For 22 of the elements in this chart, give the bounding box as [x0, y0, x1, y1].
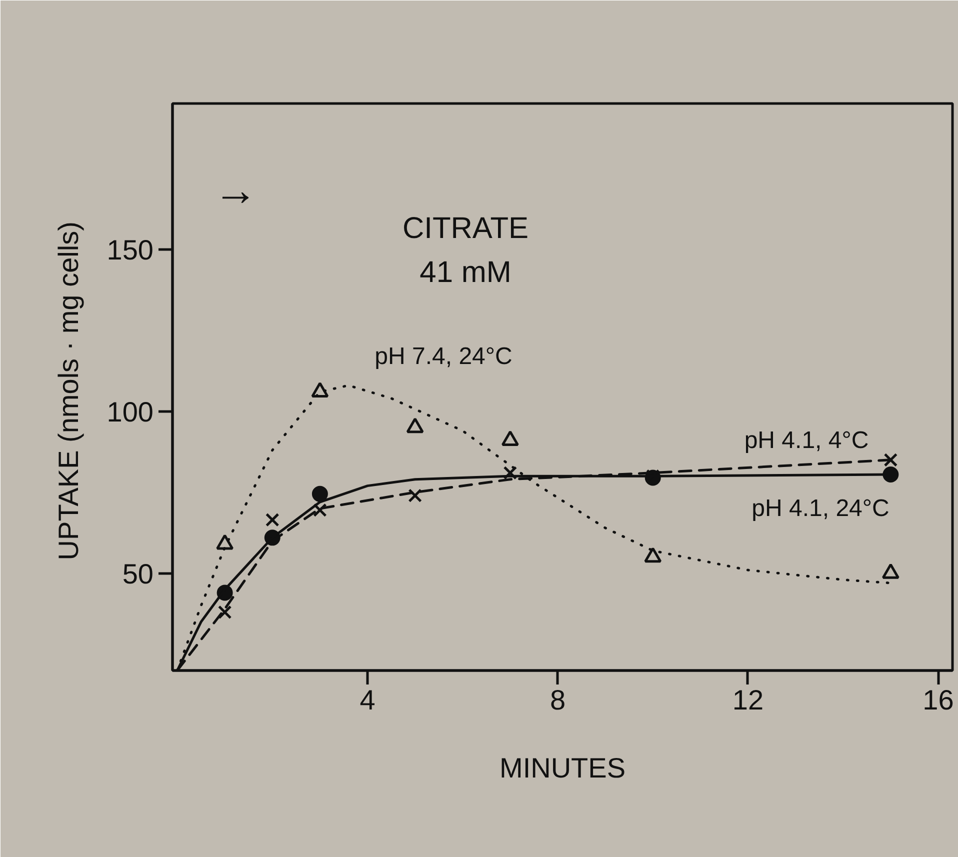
annotation: pH 7.4, 24°C	[374, 343, 512, 370]
point	[884, 452, 898, 467]
y-tick-label: 100	[106, 396, 154, 428]
y-tick-label: 50	[122, 558, 154, 590]
annotation: pH 4.1, 24°C	[752, 495, 890, 522]
point	[313, 503, 327, 518]
x-tick-label: 16	[922, 684, 954, 716]
point	[218, 605, 232, 620]
text: CITRATE	[402, 212, 529, 245]
x-axis-title: MINUTES	[500, 752, 626, 784]
text: 41 mM	[420, 256, 512, 289]
annotation: →	[214, 166, 258, 215]
point	[408, 488, 422, 502]
point	[265, 512, 280, 527]
y-axis-title: UPTAKE (nmols · mg cells)	[52, 222, 84, 560]
x-tick-label: 8	[550, 684, 566, 716]
point	[312, 486, 328, 502]
point	[503, 466, 518, 480]
x-tick-label: 12	[732, 684, 764, 716]
annotation: pH 4.1, 4°C	[744, 427, 869, 454]
x-tick-label: 4	[360, 684, 376, 716]
y-tick-label: 150	[106, 234, 154, 266]
